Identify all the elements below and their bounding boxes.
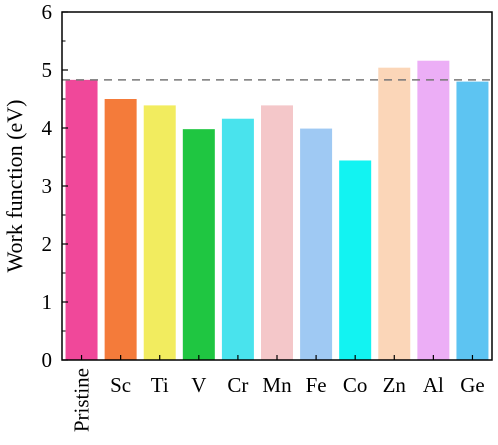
bar-co xyxy=(339,160,372,360)
y-tick-label: 5 xyxy=(42,58,53,82)
bar-sc xyxy=(104,99,137,360)
bar-fe xyxy=(300,128,333,360)
x-tick-label-fe: Fe xyxy=(306,373,327,397)
x-tick-label-cr: Cr xyxy=(227,373,248,397)
bar-cr xyxy=(221,118,254,360)
x-tick-label-zn: Zn xyxy=(383,373,407,397)
x-tick-label-sc: Sc xyxy=(110,373,131,397)
bar-mn xyxy=(261,105,293,360)
y-tick-label: 6 xyxy=(42,0,53,24)
bar-pristine xyxy=(65,79,98,361)
y-tick-label: 0 xyxy=(42,348,53,372)
y-tick-label: 2 xyxy=(42,232,53,256)
bar-v xyxy=(182,129,215,360)
bars-group xyxy=(65,60,489,361)
x-axis-tick-labels: Pristine Sc Ti V Cr Mn Fe Co Zn Al Ge xyxy=(70,355,485,432)
x-tick-label-v: V xyxy=(191,373,206,397)
bar-ge xyxy=(456,81,489,360)
y-tick-label: 1 xyxy=(42,290,53,314)
bar-ti xyxy=(143,105,176,360)
x-tick-label-al: Al xyxy=(423,373,444,397)
x-tick-label-co: Co xyxy=(343,373,368,397)
x-tick-label-ti: Ti xyxy=(151,373,169,397)
x-tick-label-ge: Ge xyxy=(460,373,485,397)
x-tick-label-pristine: Pristine xyxy=(70,368,94,432)
y-tick-label: 3 xyxy=(42,174,53,198)
y-axis-title: Work function (eV) xyxy=(2,100,27,273)
bar-zn xyxy=(378,67,411,361)
x-tick-label-mn: Mn xyxy=(262,373,292,397)
y-axis-ticks: 0 1 2 3 4 5 6 xyxy=(42,0,68,372)
bar-al xyxy=(417,60,450,360)
y-tick-label: 4 xyxy=(42,116,53,140)
